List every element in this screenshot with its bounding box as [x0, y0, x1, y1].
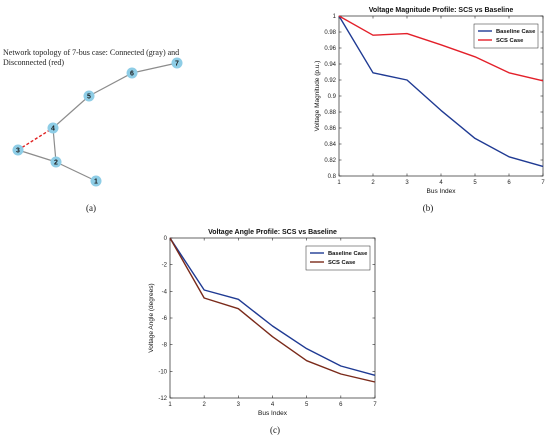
y-tick-label: -6	[162, 316, 168, 322]
x-tick-label: 5	[473, 180, 477, 186]
y-tick-label: 0.8	[328, 174, 337, 180]
x-tick-label: 4	[271, 402, 275, 408]
x-tick-label: 2	[371, 180, 375, 186]
x-tick-label: 3	[237, 402, 241, 408]
x-tick-label: 4	[439, 180, 443, 186]
connected-edge-2-3	[17, 149, 57, 163]
bus-node-label: 7	[175, 61, 179, 68]
series-line-1	[338, 15, 544, 168]
connected-edge-5-6	[88, 72, 133, 97]
y-tick-label: 0.86	[324, 126, 336, 132]
y-tick-label: 0.92	[324, 78, 336, 84]
bus-node-label: 6	[130, 71, 134, 78]
chart-legend: Baseline Case SCS Case	[473, 23, 539, 49]
bus-node-label: 4	[51, 126, 55, 133]
x-tick-label: 6	[507, 180, 511, 186]
bus-node-circle	[171, 57, 183, 69]
x-tick-label: 5	[305, 402, 309, 408]
y-tick-label: -12	[158, 396, 167, 402]
caption-a: (a)	[86, 203, 96, 213]
y-tick-label: 0.96	[324, 46, 336, 52]
x-tick-label: 1	[337, 180, 341, 186]
x-axis-label: Bus Index	[427, 188, 457, 195]
series-line-1	[169, 237, 376, 377]
x-tick-label: 7	[373, 402, 377, 408]
y-tick-label: -10	[158, 369, 167, 375]
chart-legend: Baseline Case SCS Case	[305, 245, 371, 271]
network-title-line2: Disconnected (red)	[3, 58, 64, 67]
legend-label: SCS Case	[496, 38, 524, 44]
chart-title: Voltage Angle Profile: SCS vs Baseline	[208, 229, 337, 236]
y-axis-label: Voltage Angle (degrees)	[148, 283, 155, 352]
legend-label: SCS Case	[328, 260, 356, 266]
y-tick-label: 0.82	[324, 158, 336, 164]
panel-b-voltage-magnitude-chart: Voltage Magnitude Profile: SCS vs Baseli…	[314, 7, 545, 195]
y-tick-label: 0.94	[324, 62, 336, 68]
y-tick-label: 0	[164, 236, 168, 242]
y-axis-label: Voltage Magnitude (p.u.)	[314, 61, 321, 132]
connected-edge-6-7	[131, 62, 178, 74]
panel-a-network-topology: Network topology of 7-bus case: Connecte…	[3, 48, 183, 213]
bus-node-5: 5	[83, 90, 95, 102]
connected-edge-4-5	[52, 95, 90, 129]
y-tick-label: 0.98	[324, 30, 336, 36]
bus-node-circle	[83, 90, 95, 102]
bus-node-circle	[12, 144, 24, 156]
bus-node-label: 3	[16, 148, 20, 155]
bus-node-label: 1	[94, 179, 98, 186]
panel-c-voltage-angle-chart: Voltage Angle Profile: SCS vs Baseline 1 2…	[148, 229, 377, 417]
bus-node-circle	[50, 156, 62, 168]
y-tick-label: 1	[333, 14, 337, 20]
bus-node-label: 5	[87, 94, 91, 101]
y-tick-label: 0.9	[328, 94, 337, 100]
x-axis-label: Bus Index	[258, 410, 288, 417]
x-tick-label: 1	[168, 402, 172, 408]
legend-box	[473, 23, 539, 49]
bus-node-7: 7	[171, 57, 183, 69]
y-tick-label: 0.84	[324, 142, 336, 148]
y-tick-label: -4	[162, 289, 168, 295]
bus-node-label: 2	[54, 160, 58, 167]
bus-node-1: 1	[90, 175, 102, 187]
x-tick-label: 7	[541, 180, 545, 186]
bus-node-4: 4	[47, 122, 59, 134]
x-tick-label: 6	[339, 402, 343, 408]
bus-node-circle	[126, 67, 138, 79]
network-title-line1: Network topology of 7-bus case: Connecte…	[3, 48, 179, 57]
y-tick-label: -2	[162, 263, 168, 269]
disconnected-edge-3-4	[17, 127, 54, 151]
connected-edge-2-4	[52, 127, 57, 163]
x-tick-label: 3	[405, 180, 409, 186]
caption-c: (c)	[270, 425, 280, 435]
connected-edge-1-2	[55, 161, 97, 182]
y-tick-label: -8	[162, 343, 168, 349]
legend-label: Baseline Case	[328, 251, 368, 257]
bus-node-3: 3	[12, 144, 24, 156]
bus-node-circle	[47, 122, 59, 134]
caption-b: (b)	[423, 203, 434, 213]
series-line-2	[338, 15, 544, 82]
bus-node-circle	[90, 175, 102, 187]
y-tick-label: 0.88	[324, 110, 336, 116]
legend-label: Baseline Case	[496, 29, 536, 35]
series-line-2	[169, 237, 376, 383]
bus-node-6: 6	[126, 67, 138, 79]
chart-title: Voltage Magnitude Profile: SCS vs Baseli…	[369, 7, 514, 14]
x-tick-label: 2	[202, 402, 206, 408]
bus-node-2: 2	[50, 156, 62, 168]
legend-box	[305, 245, 371, 271]
